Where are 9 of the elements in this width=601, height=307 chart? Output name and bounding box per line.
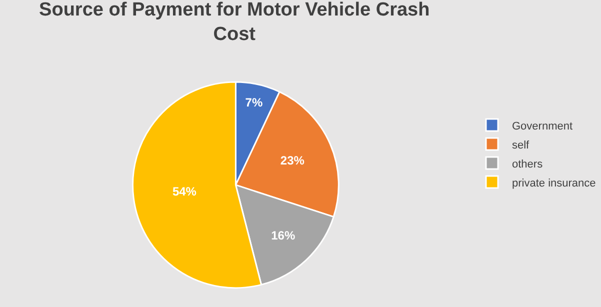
data-label: 16% bbox=[271, 228, 296, 243]
data-label: 7% bbox=[245, 95, 263, 110]
chart-title: Source of Payment for Motor Vehicle Crash Cost bbox=[39, 0, 430, 46]
data-label: 23% bbox=[280, 153, 305, 168]
data-label: 54% bbox=[172, 184, 197, 198]
legend-label: self bbox=[512, 139, 530, 152]
legend-label: Government bbox=[512, 120, 573, 132]
legend-label: others bbox=[512, 158, 544, 170]
legend-label: private insurance bbox=[512, 177, 596, 190]
